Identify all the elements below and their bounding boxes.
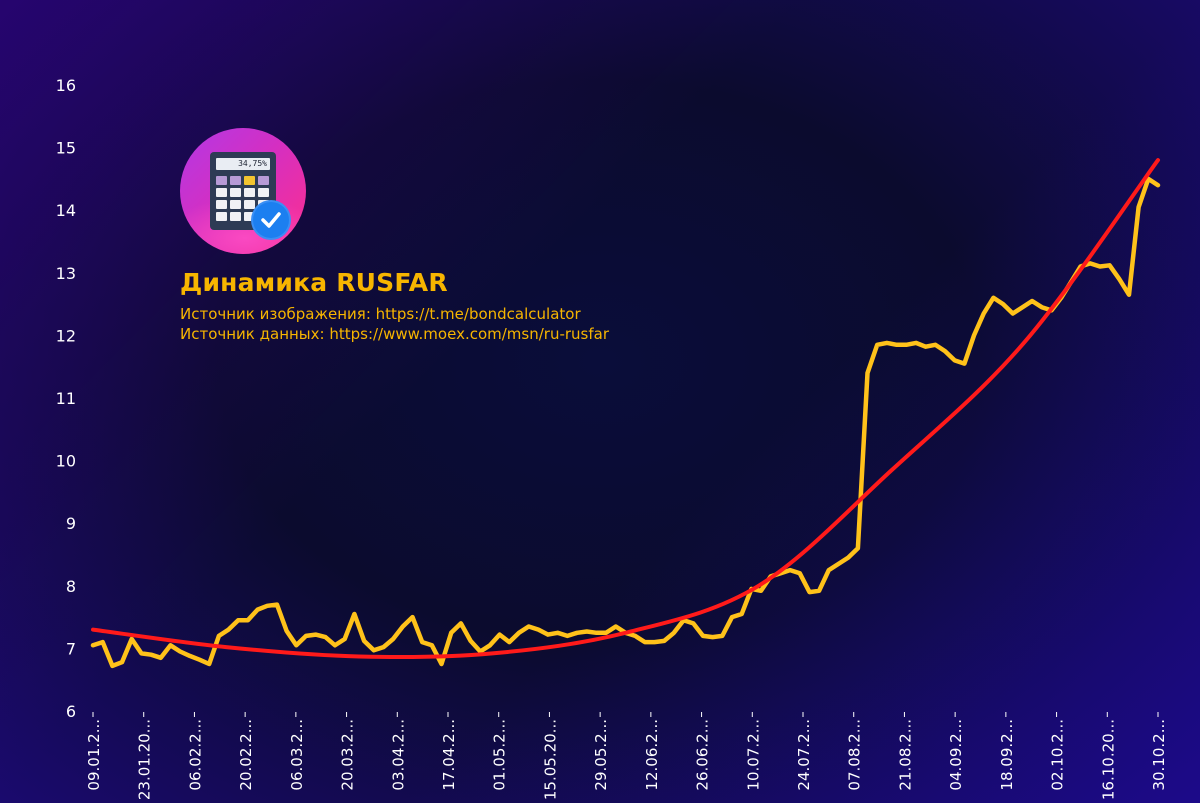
x-tick-label: 20.03.2... bbox=[339, 719, 357, 791]
y-tick-label: 10 bbox=[56, 452, 76, 471]
x-tick-label: 24.07.2... bbox=[795, 719, 813, 791]
verified-check-icon bbox=[253, 202, 289, 238]
calculator-screen: 34,75% bbox=[216, 158, 270, 170]
x-tick-label: 09.01.2... bbox=[85, 719, 103, 791]
y-tick-label: 9 bbox=[66, 514, 76, 533]
x-tick-label: 15.05.20... bbox=[541, 719, 559, 800]
x-tick-label: 17.04.2... bbox=[440, 719, 458, 791]
x-tick-label: 06.03.2... bbox=[288, 719, 306, 791]
y-tick-label: 14 bbox=[56, 201, 76, 220]
image-source-text: Источник изображения: https://t.me/bondc… bbox=[180, 305, 581, 323]
y-tick-label: 12 bbox=[56, 326, 76, 345]
x-tick-label: 21.08.2... bbox=[896, 719, 914, 791]
chart-title: Динамика RUSFAR bbox=[180, 268, 448, 297]
x-tick-label: 10.07.2... bbox=[744, 719, 762, 791]
x-tick-label: 12.06.2... bbox=[643, 719, 661, 791]
y-tick-label: 8 bbox=[66, 577, 76, 596]
y-tick-label: 13 bbox=[56, 264, 76, 283]
x-tick-label: 04.09.2... bbox=[947, 719, 965, 791]
y-tick-label: 6 bbox=[66, 702, 76, 721]
logo: 34,75% bbox=[180, 128, 306, 254]
x-tick-label: 18.09.2... bbox=[998, 719, 1016, 791]
x-tick-label: 23.01.20... bbox=[136, 719, 154, 800]
x-tick-label: 07.08.2... bbox=[846, 719, 864, 791]
x-tick-label: 01.05.2... bbox=[491, 719, 509, 791]
y-tick-label: 16 bbox=[56, 76, 76, 95]
x-tick-label: 30.10.2... bbox=[1150, 719, 1168, 791]
x-tick-label: 16.10.20... bbox=[1099, 719, 1117, 800]
x-tick-label: 29.05.2... bbox=[592, 719, 610, 791]
x-tick-label: 06.02.2... bbox=[186, 719, 204, 791]
x-tick-label: 26.06.2... bbox=[694, 719, 712, 791]
y-tick-label: 7 bbox=[66, 639, 76, 658]
x-tick-label: 03.04.2... bbox=[389, 719, 407, 791]
x-axis: 09.01.2... 23.01.20... 06.02.2... 20.02.2..… bbox=[85, 712, 1168, 800]
y-axis: 6 7 8 9 10 11 12 13 14 15 16 bbox=[56, 76, 76, 721]
x-tick-label: 02.10.2... bbox=[1049, 719, 1067, 791]
y-tick-label: 15 bbox=[56, 139, 76, 158]
y-tick-label: 11 bbox=[56, 389, 76, 408]
data-source-text: Источник данных: https://www.moex.com/ms… bbox=[180, 325, 610, 343]
trend-line bbox=[91, 158, 1160, 660]
x-tick-label: 20.02.2... bbox=[237, 719, 255, 791]
